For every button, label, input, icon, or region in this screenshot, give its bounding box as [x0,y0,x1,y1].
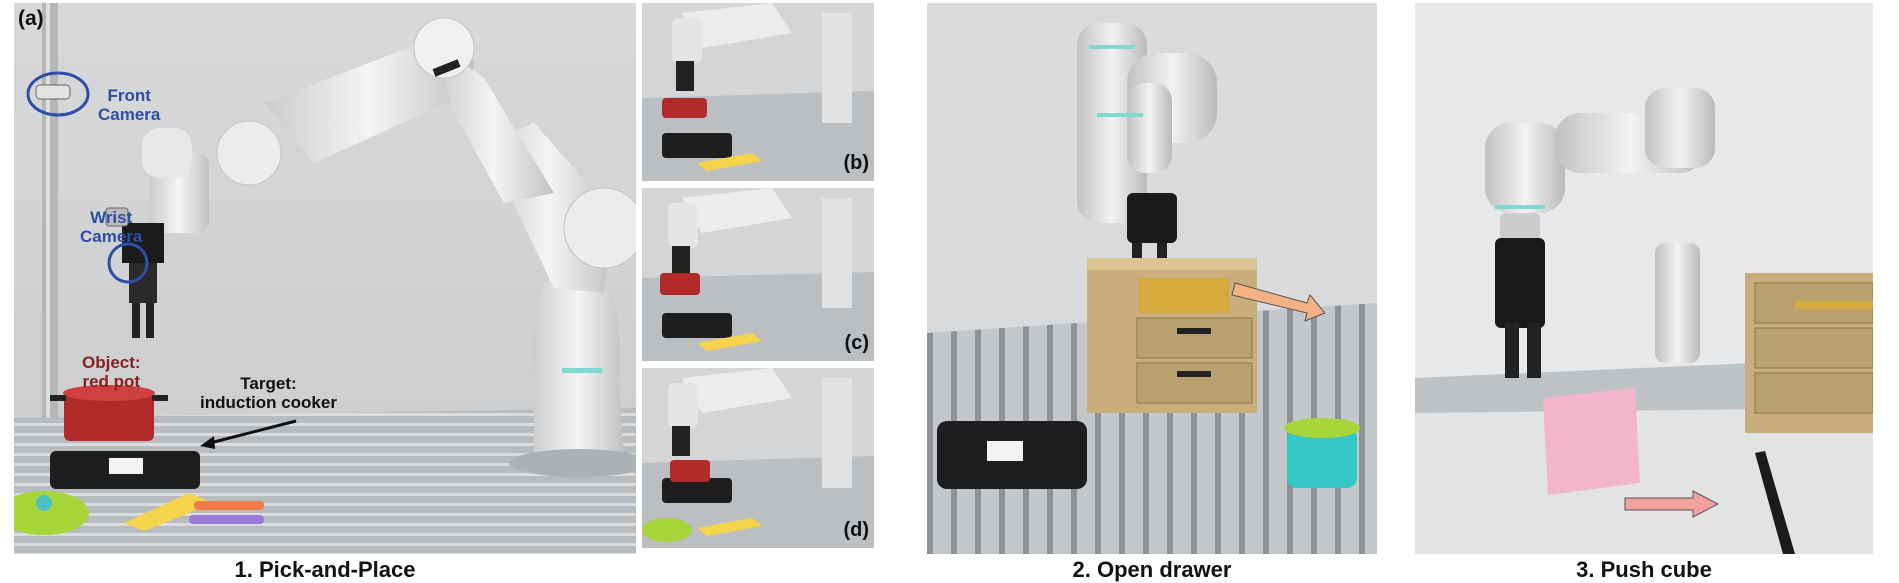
push-direction-arrow [1624,490,1720,518]
panel-c: (c) [642,188,874,361]
panel-d: (d) [642,368,874,548]
panel-letter-c: (c) [844,332,869,354]
panel-d-photo [642,368,874,548]
front-camera-label: Front Camera [98,86,161,125]
open-drawer-photo [927,3,1377,554]
panel-pick-and-place: (a) Front Camera Wrist Camera Object: re… [14,3,636,554]
panel-letter-a: (a) [18,7,44,30]
caption-push-cube: 3. Push cube [1576,557,1712,582]
push-cube-photo [1415,3,1873,554]
target-label: Target: induction cooker [200,374,337,413]
panel-b-photo [642,3,874,181]
object-label: Object: red pot [82,353,141,392]
pick-and-place-photo [14,3,636,554]
caption-open-drawer: 2. Open drawer [1072,557,1232,582]
pull-direction-arrow [1231,282,1326,322]
panel-b: (b) [642,3,874,181]
panel-letter-b: (b) [843,152,869,174]
caption-pick-and-place: 1. Pick-and-Place [234,557,416,582]
panel-push-cube [1415,3,1873,554]
panel-letter-d: (d) [843,519,869,541]
panel-open-drawer [927,3,1377,554]
wrist-camera-label: Wrist Camera [80,208,143,247]
panel-c-photo [642,188,874,361]
